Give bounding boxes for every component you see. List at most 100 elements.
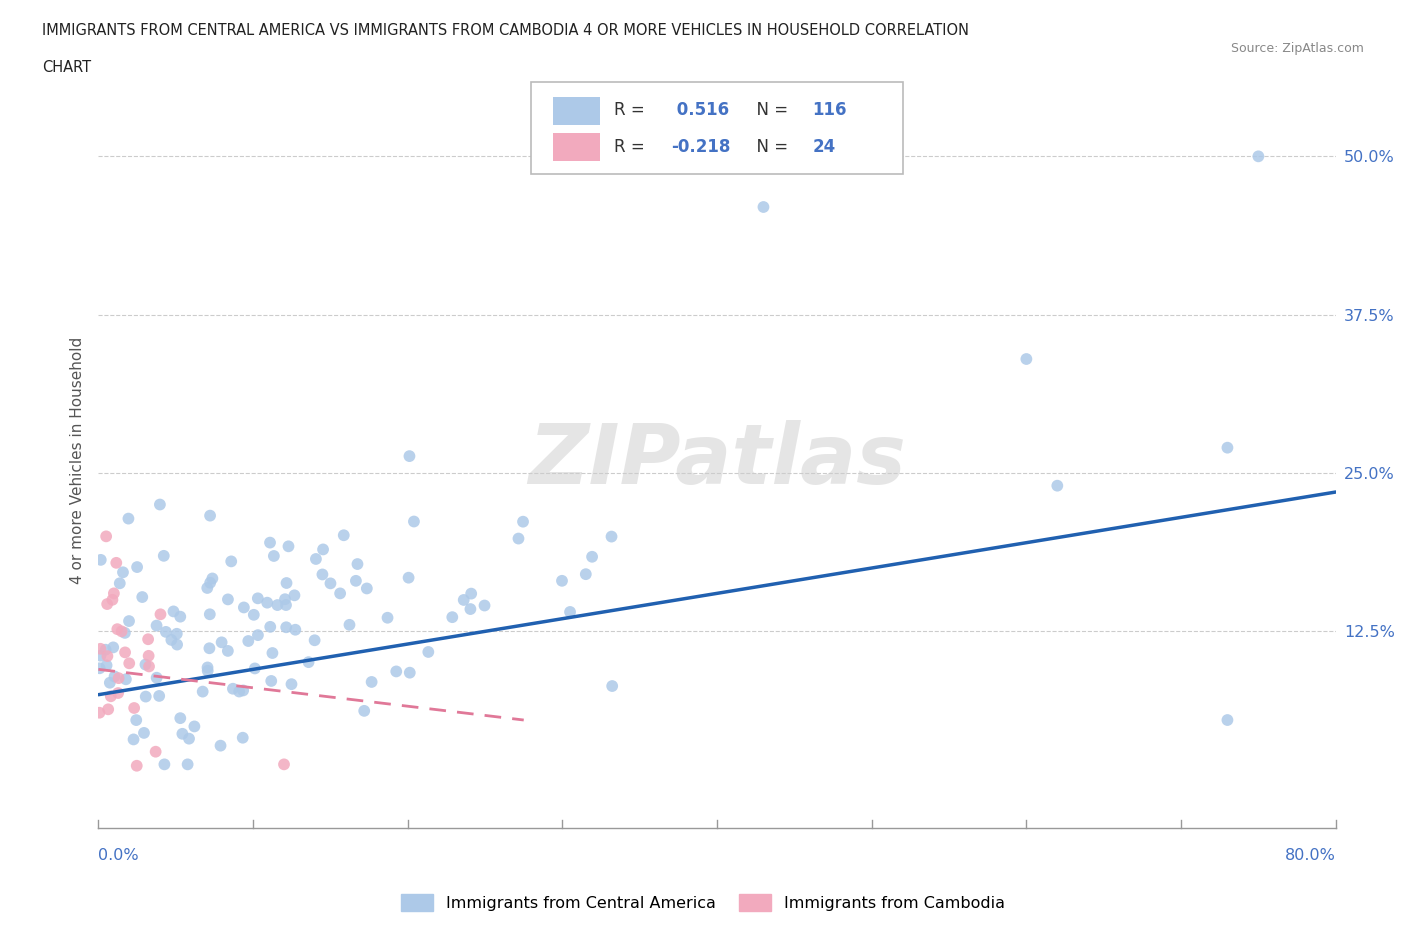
Point bbox=[155, 624, 177, 639]
Point bbox=[122, 732, 145, 747]
Point bbox=[94, 643, 117, 658]
Point bbox=[297, 655, 319, 670]
Point bbox=[344, 574, 367, 589]
Point bbox=[177, 731, 200, 746]
Point bbox=[166, 637, 188, 652]
Point bbox=[304, 632, 326, 647]
FancyBboxPatch shape bbox=[553, 133, 599, 161]
Point bbox=[132, 725, 155, 740]
Text: R =: R = bbox=[614, 138, 651, 155]
Point bbox=[228, 684, 250, 699]
Point bbox=[195, 580, 218, 595]
Text: 24: 24 bbox=[813, 138, 835, 155]
Point bbox=[274, 598, 297, 613]
Point bbox=[453, 592, 475, 607]
Point bbox=[266, 598, 288, 613]
Point bbox=[329, 586, 352, 601]
Point bbox=[105, 555, 128, 570]
Point bbox=[117, 512, 139, 526]
Point bbox=[89, 642, 111, 657]
Point bbox=[398, 665, 420, 680]
Point bbox=[131, 590, 153, 604]
Point bbox=[1015, 352, 1038, 366]
Point bbox=[96, 597, 118, 612]
Y-axis label: 4 or more Vehicles in Household: 4 or more Vehicles in Household bbox=[69, 337, 84, 584]
Point bbox=[114, 645, 136, 660]
Text: N =: N = bbox=[745, 138, 793, 155]
Point bbox=[118, 614, 141, 629]
Point bbox=[232, 730, 254, 745]
Point bbox=[153, 757, 176, 772]
Point bbox=[217, 644, 239, 658]
Point bbox=[353, 703, 375, 718]
Point bbox=[377, 610, 399, 625]
Point bbox=[198, 607, 221, 622]
Point bbox=[311, 567, 333, 582]
Point bbox=[152, 549, 174, 564]
Point bbox=[198, 576, 221, 591]
Point bbox=[115, 671, 138, 686]
Point bbox=[145, 744, 167, 759]
Point bbox=[460, 602, 482, 617]
Text: IMMIGRANTS FROM CENTRAL AMERICA VS IMMIGRANTS FROM CAMBODIA 4 OR MORE VEHICLES I: IMMIGRANTS FROM CENTRAL AMERICA VS IMMIG… bbox=[42, 23, 969, 38]
Text: CHART: CHART bbox=[42, 60, 91, 75]
Point bbox=[246, 628, 269, 643]
Point bbox=[183, 719, 205, 734]
Point bbox=[197, 660, 219, 675]
Point bbox=[134, 658, 156, 672]
Point bbox=[312, 542, 335, 557]
Point bbox=[127, 560, 149, 575]
Legend: Immigrants from Central America, Immigrants from Cambodia: Immigrants from Central America, Immigra… bbox=[395, 888, 1011, 917]
Point bbox=[90, 552, 112, 567]
Point bbox=[125, 712, 148, 727]
Point bbox=[100, 689, 122, 704]
Point bbox=[135, 689, 157, 704]
Point bbox=[101, 592, 124, 607]
Point bbox=[138, 659, 160, 674]
Point bbox=[418, 644, 440, 659]
Point bbox=[198, 641, 221, 656]
Text: 116: 116 bbox=[813, 100, 846, 119]
Point bbox=[217, 592, 239, 607]
Point bbox=[575, 566, 598, 581]
FancyBboxPatch shape bbox=[531, 82, 903, 174]
Text: 0.516: 0.516 bbox=[671, 100, 730, 119]
Point bbox=[97, 702, 120, 717]
Point bbox=[259, 619, 281, 634]
Point bbox=[148, 688, 170, 703]
Point bbox=[600, 679, 623, 694]
Point bbox=[752, 200, 775, 215]
Point bbox=[243, 661, 266, 676]
Point bbox=[346, 557, 368, 572]
Text: ZIPatlas: ZIPatlas bbox=[529, 419, 905, 501]
Text: N =: N = bbox=[745, 100, 793, 119]
Point bbox=[246, 591, 269, 605]
Point bbox=[108, 576, 131, 591]
Point bbox=[98, 675, 121, 690]
Point bbox=[172, 726, 194, 741]
Point bbox=[162, 604, 184, 618]
Text: R =: R = bbox=[614, 100, 651, 119]
Point bbox=[169, 711, 191, 725]
Point bbox=[356, 581, 378, 596]
Point bbox=[89, 661, 111, 676]
Point bbox=[96, 529, 118, 544]
Point bbox=[474, 598, 496, 613]
Point bbox=[222, 682, 245, 697]
Point bbox=[125, 758, 148, 773]
Point bbox=[96, 658, 118, 672]
Point bbox=[149, 607, 172, 622]
Text: Source: ZipAtlas.com: Source: ZipAtlas.com bbox=[1230, 42, 1364, 55]
Point bbox=[319, 576, 342, 591]
Point bbox=[305, 551, 328, 566]
Point bbox=[398, 448, 420, 463]
Point bbox=[201, 571, 224, 586]
Point bbox=[198, 508, 221, 523]
Point bbox=[460, 586, 482, 601]
Point bbox=[197, 663, 219, 678]
Point bbox=[176, 757, 198, 772]
Point bbox=[169, 609, 191, 624]
Point bbox=[551, 574, 574, 589]
Point bbox=[512, 514, 534, 529]
Point bbox=[1247, 149, 1270, 164]
